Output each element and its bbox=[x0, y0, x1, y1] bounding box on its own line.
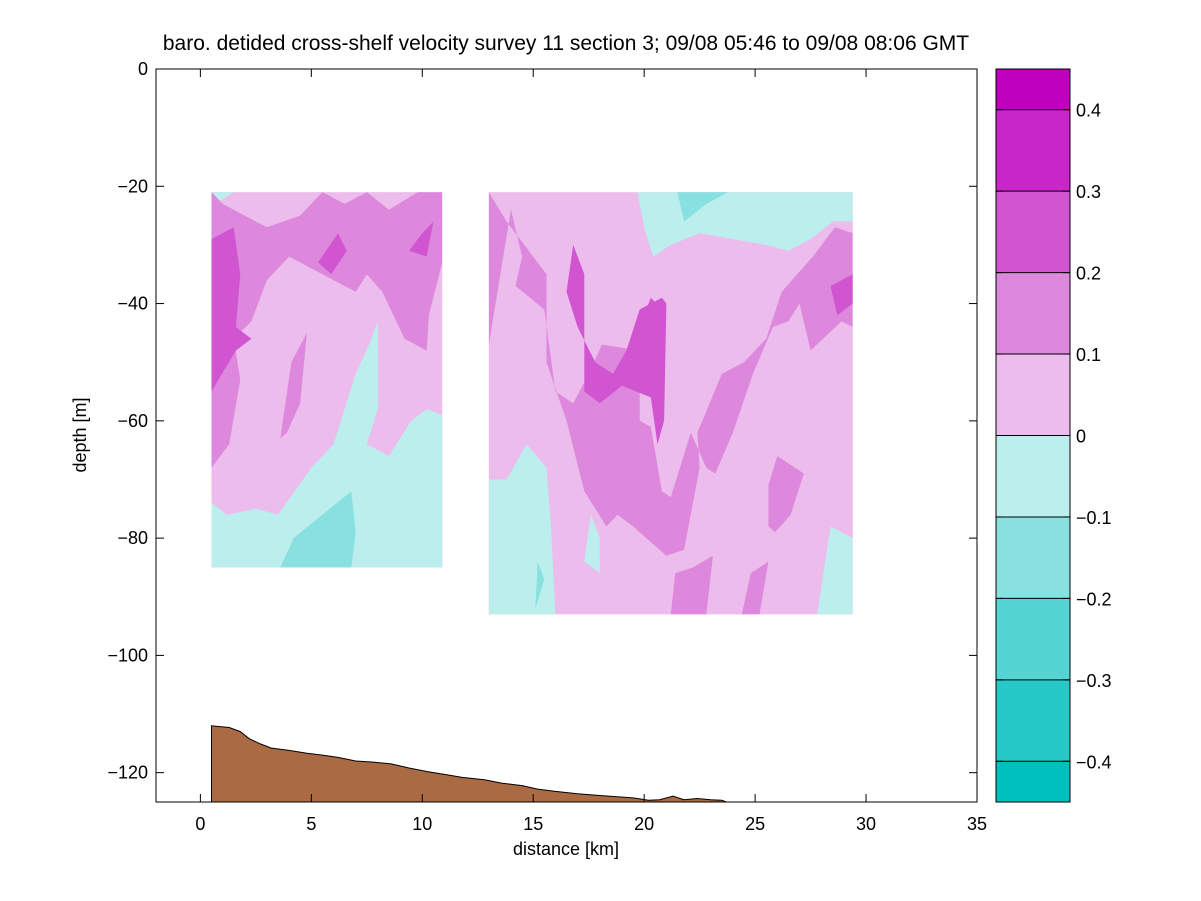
contour-panels bbox=[211, 192, 853, 615]
chart-title: baro. detided cross-shelf velocity surve… bbox=[163, 32, 969, 55]
bathymetry bbox=[211, 725, 727, 803]
bottom-profile bbox=[211, 725, 727, 803]
colorbar-band bbox=[996, 69, 1070, 110]
contour-region bbox=[409, 221, 434, 257]
colorbar-tick-label: −0.2 bbox=[1076, 589, 1112, 609]
contour-region bbox=[211, 227, 252, 392]
colorbar-band bbox=[996, 598, 1070, 680]
y-axis-label: depth [m] bbox=[70, 397, 90, 472]
colorbar-tick-label: 0.1 bbox=[1076, 345, 1101, 365]
y-tick-label: −20 bbox=[117, 176, 148, 196]
colorbar-tick-label: 0.4 bbox=[1076, 101, 1101, 121]
contour-region bbox=[566, 244, 667, 445]
colorbar-band bbox=[996, 435, 1070, 517]
axes: 0 5 10 15 20 25 30 35 −120 −100 −80 −60 −40 −20 0 bbox=[107, 59, 987, 834]
y-tick-label: −40 bbox=[117, 294, 148, 314]
y-tick-label: −100 bbox=[107, 645, 148, 665]
contour-region bbox=[280, 332, 307, 439]
colorbar-tick-label: −0.4 bbox=[1076, 752, 1112, 772]
contour-region bbox=[211, 192, 443, 468]
colorbar-band bbox=[996, 191, 1070, 273]
x-tick-label: 10 bbox=[412, 814, 432, 834]
x-tick-label: 5 bbox=[306, 814, 316, 834]
contour-region bbox=[211, 321, 443, 568]
colorbar-band bbox=[996, 109, 1070, 192]
y-tick-label: 0 bbox=[138, 59, 148, 79]
colorbar-tick-label: −0.3 bbox=[1076, 671, 1112, 691]
colorbar: −0.4 −0.3 −0.2 −0.1 0 0.1 0.2 0.3 0.4 bbox=[995, 68, 1112, 803]
panel-left bbox=[211, 192, 443, 568]
contour-region bbox=[768, 456, 804, 533]
contour-region bbox=[535, 561, 545, 609]
colorbar-band bbox=[996, 761, 1070, 802]
colorbar-band bbox=[996, 272, 1070, 355]
panel-right bbox=[488, 192, 853, 615]
contour-region bbox=[584, 514, 600, 574]
y-tick-label: −120 bbox=[107, 763, 148, 783]
contour-region bbox=[280, 491, 356, 568]
contour-region bbox=[741, 561, 769, 615]
colorbar-tick-label: 0.3 bbox=[1076, 182, 1101, 202]
colorbar-band bbox=[996, 679, 1070, 762]
contour-region bbox=[641, 297, 662, 322]
x-tick-label: 35 bbox=[967, 814, 987, 834]
contour-region bbox=[677, 192, 729, 222]
contour-region bbox=[318, 233, 347, 275]
contour-region bbox=[211, 192, 234, 201]
x-tick-label: 25 bbox=[745, 814, 765, 834]
x-tick-label: 20 bbox=[634, 814, 654, 834]
x-tick-label: 15 bbox=[523, 814, 543, 834]
y-tick-label: −80 bbox=[117, 528, 148, 548]
colorbar-tick-label: 0 bbox=[1076, 427, 1086, 447]
colorbar-band bbox=[996, 354, 1070, 436]
axes-box bbox=[155, 68, 978, 803]
x-axis-label: distance [km] bbox=[513, 839, 619, 859]
contour-region bbox=[670, 555, 713, 615]
colorbar-tick-label: 0.2 bbox=[1076, 264, 1101, 284]
contour-region bbox=[488, 192, 853, 556]
colorbar-tick-label: −0.1 bbox=[1076, 508, 1112, 528]
contour-region bbox=[817, 526, 853, 615]
y-tick-label: −60 bbox=[117, 411, 148, 431]
contour-region bbox=[830, 274, 853, 316]
colorbar-band bbox=[996, 516, 1070, 599]
x-tick-label: 0 bbox=[195, 814, 205, 834]
x-tick-label: 30 bbox=[856, 814, 876, 834]
